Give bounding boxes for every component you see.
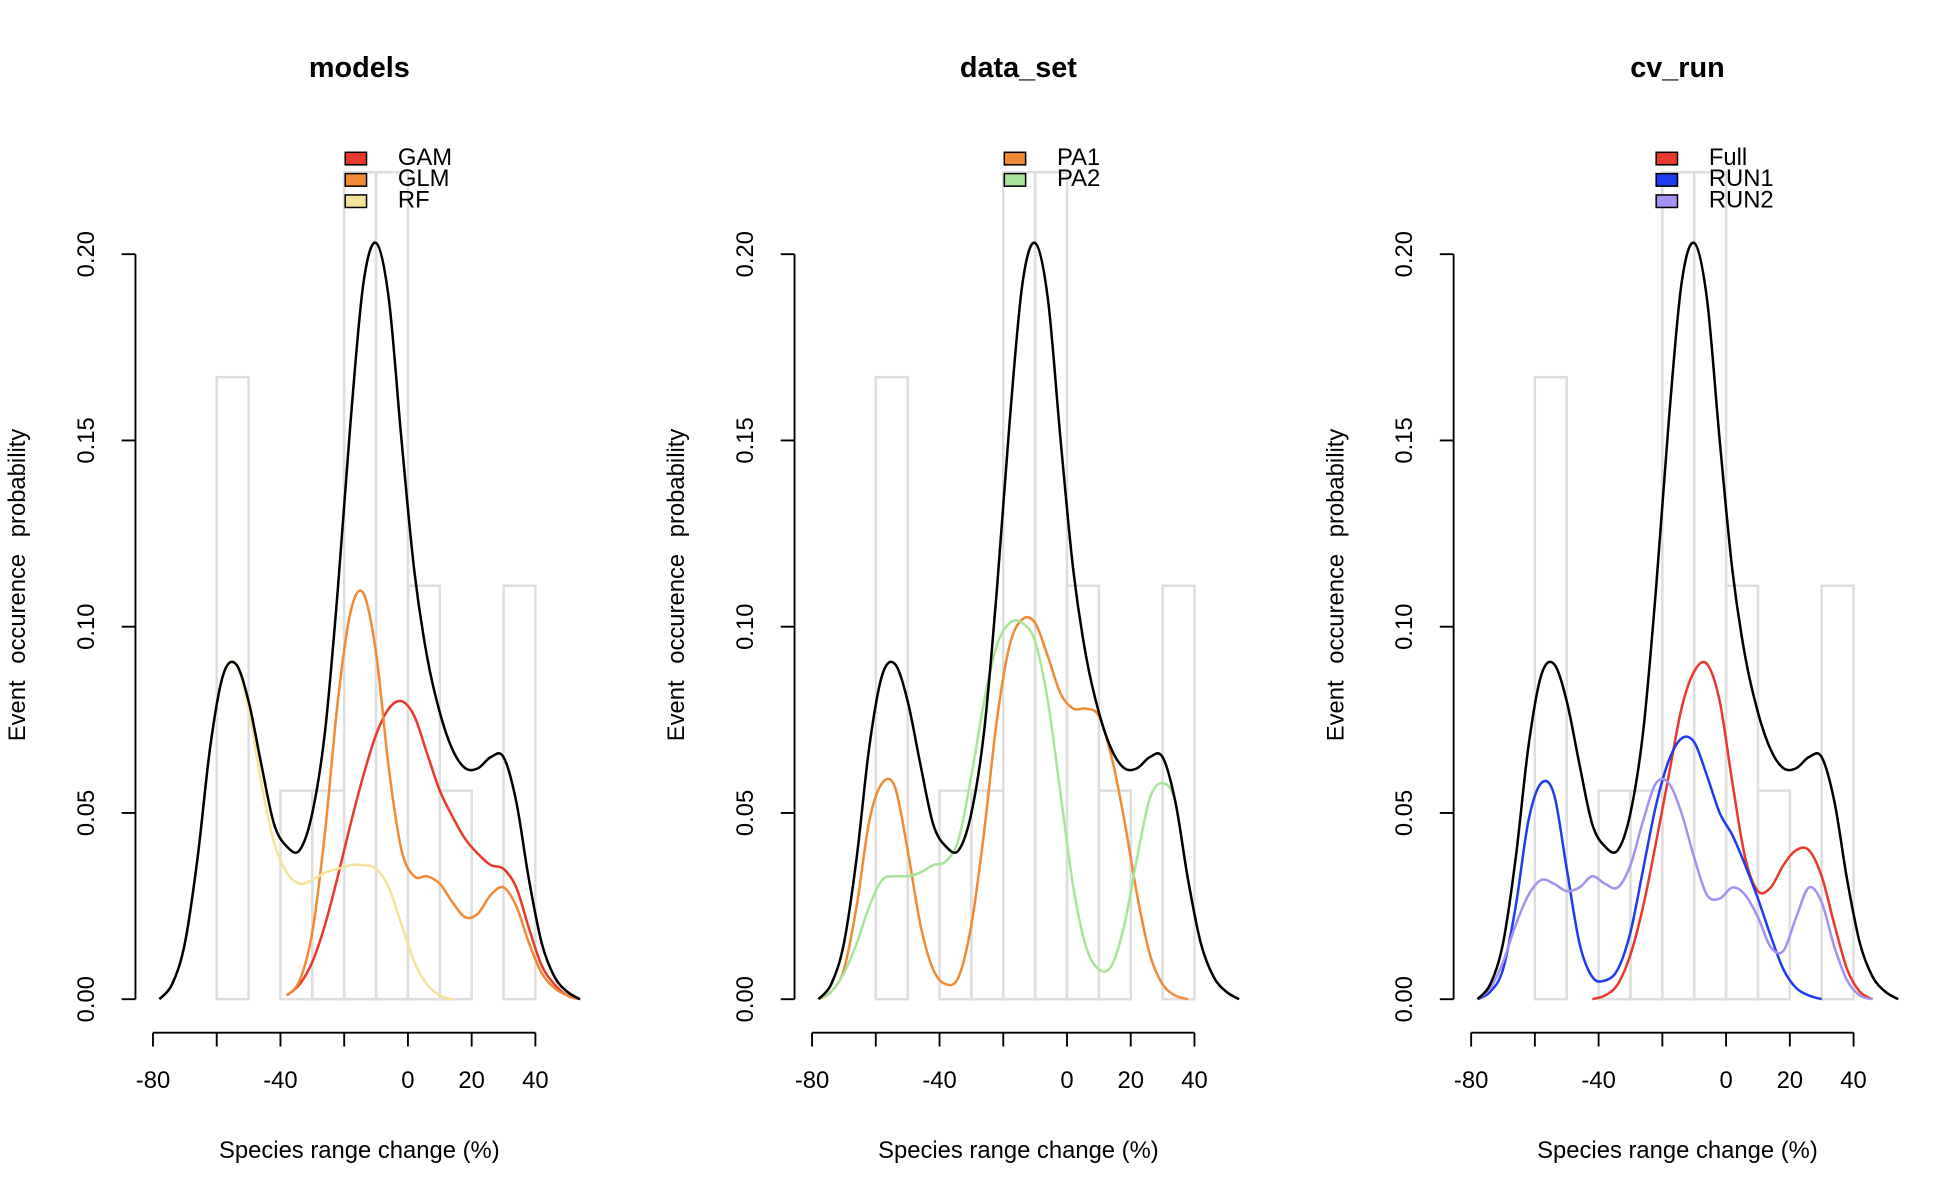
histogram-bar [1161, 584, 1196, 1001]
x-tick-label: 20 [1117, 1067, 1143, 1094]
histogram-bar [1097, 789, 1132, 1001]
x-tick-label: 20 [1777, 1067, 1804, 1094]
y-tick-label: 0.15 [732, 417, 759, 463]
density-line [817, 615, 1189, 1001]
x-tick-label: -40 [1581, 1067, 1615, 1094]
x-tick-label: 0 [1060, 1067, 1073, 1094]
density-line [285, 589, 581, 1001]
density-line [817, 619, 1240, 1001]
y-tick-label: 0.00 [732, 976, 759, 1022]
y-axis-label: Event occurence probability [1322, 429, 1349, 742]
x-tick-label: 40 [522, 1067, 549, 1094]
y-tick-label: 0.10 [73, 604, 100, 650]
y-tick-label: 0.20 [73, 231, 100, 277]
y-tick-label: 0.15 [1391, 417, 1418, 463]
legend-swatch [1003, 172, 1027, 187]
histogram-bar [1033, 170, 1069, 1001]
y-tick-label: 0.20 [1391, 231, 1418, 277]
density-line [1476, 241, 1899, 1001]
panel-title: models [309, 52, 410, 84]
y-tick-label: 0.05 [1391, 790, 1418, 836]
panel: data_set Species range change (%) Event oc… [663, 52, 1240, 1164]
legend-swatch [1655, 151, 1679, 166]
histogram-bar [279, 789, 314, 1001]
legend-swatch [1003, 151, 1027, 166]
legend-label: RUN2 [1709, 186, 1774, 213]
y-tick-label: 0.15 [73, 417, 100, 463]
legend-swatch [344, 172, 368, 187]
panel-title: cv_run [1630, 52, 1725, 84]
legend-label: PA2 [1057, 165, 1100, 192]
x-axis-label: Species range change (%) [878, 1137, 1159, 1164]
panel: models Species range change (%) Event occu… [4, 52, 581, 1164]
x-tick-label: 0 [401, 1067, 414, 1094]
histogram-bar [1533, 375, 1568, 1001]
legend-label: RUN1 [1709, 165, 1774, 192]
panel: cv_run Species range change (%) Event occu… [1322, 52, 1899, 1164]
y-tick-label: 0.05 [732, 790, 759, 836]
x-tick-label: 40 [1840, 1067, 1867, 1094]
histogram-bar [502, 584, 537, 1001]
histogram-bar [874, 375, 909, 1001]
density-line [817, 241, 1240, 1001]
histogram-bar [342, 170, 378, 1001]
legend-label: RF [398, 186, 430, 213]
histogram-bar [1724, 584, 1760, 1001]
density-line [158, 241, 581, 1001]
density-line [286, 699, 581, 1001]
x-tick-label: -40 [263, 1067, 297, 1094]
histogram-bar [1820, 584, 1855, 1001]
histogram-bar [1661, 170, 1696, 1001]
density-line [1476, 777, 1874, 1001]
legend-label: PA1 [1057, 144, 1100, 171]
y-axis-label: Event occurence probability [4, 429, 31, 742]
histogram-bar [1756, 789, 1792, 1001]
y-tick-label: 0.10 [732, 604, 759, 650]
x-tick-label: -80 [1454, 1067, 1488, 1094]
x-axis-label: Species range change (%) [1537, 1137, 1818, 1164]
x-tick-label: -80 [795, 1067, 829, 1094]
legend-swatch [344, 194, 368, 209]
y-axis-label: Event occurence probability [663, 429, 690, 742]
x-axis-label: Species range change (%) [219, 1137, 500, 1164]
histogram-bar [1002, 170, 1037, 1001]
x-tick-label: -80 [136, 1067, 170, 1094]
panel-title: data_set [960, 52, 1077, 84]
histogram-bar [438, 789, 473, 1001]
legend-swatch [1655, 194, 1679, 209]
x-tick-label: 0 [1719, 1067, 1732, 1094]
y-tick-label: 0.20 [732, 231, 759, 277]
x-tick-label: -40 [922, 1067, 956, 1094]
legend-label: GAM [398, 144, 452, 171]
density-line [1591, 660, 1874, 1001]
histogram-bar [938, 789, 973, 1001]
x-tick-label: 20 [458, 1067, 485, 1094]
y-tick-label: 0.05 [73, 790, 100, 836]
y-tick-label: 0.10 [1391, 604, 1418, 650]
y-tick-label: 0.00 [73, 976, 100, 1022]
legend-swatch [344, 151, 368, 166]
histogram-bar [406, 584, 442, 1001]
legend-label: GLM [398, 165, 450, 192]
x-tick-label: 40 [1181, 1067, 1207, 1094]
histogram-bar [215, 375, 250, 1001]
y-tick-label: 0.00 [1391, 976, 1418, 1022]
legend-swatch [1655, 172, 1679, 187]
density-line [1476, 735, 1823, 1001]
legend-label: Full [1709, 144, 1747, 171]
